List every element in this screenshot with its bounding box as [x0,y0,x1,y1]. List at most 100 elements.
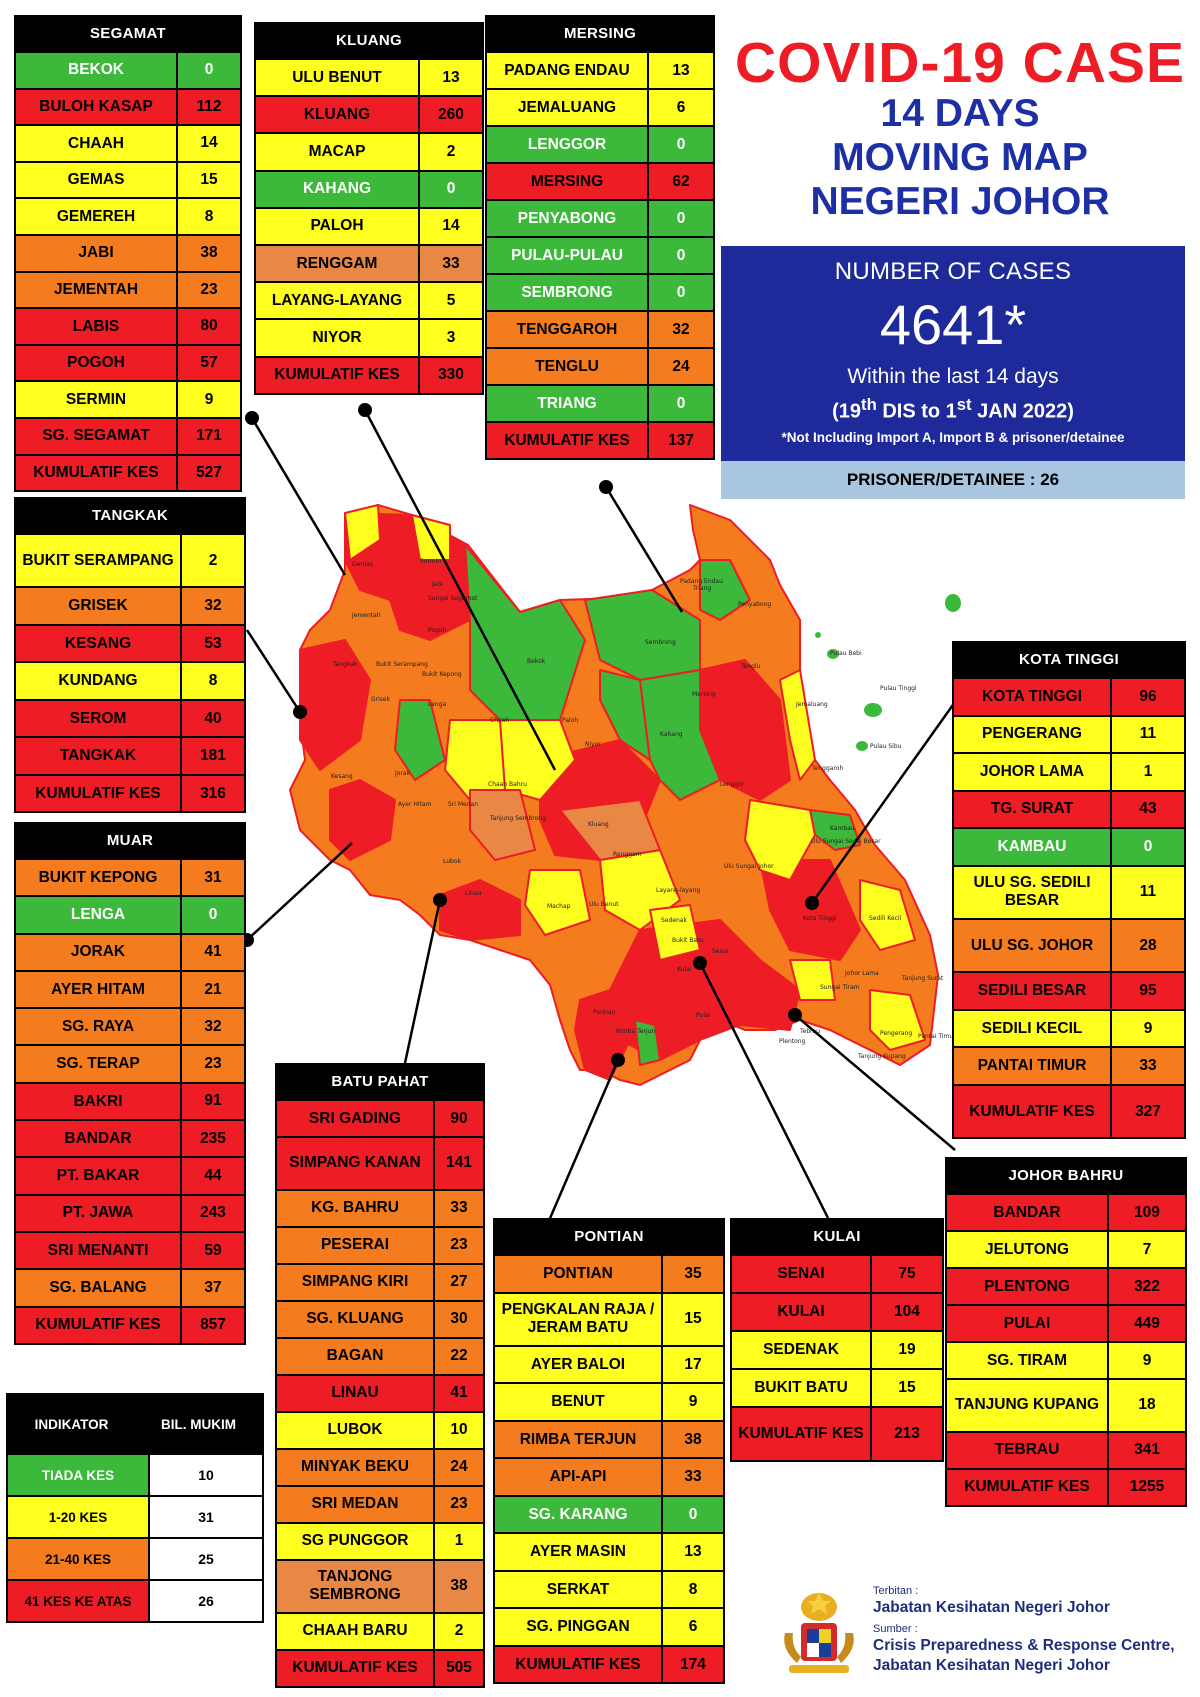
mukim-name: KESANG [16,625,182,662]
leader-kluang [363,409,557,771]
leader-mersing [604,486,684,613]
mukim-name: RENGGAM [256,245,420,282]
mukim-name: TEBRAU [947,1432,1109,1468]
mukim-row: SG. RAYA 32 [16,1007,244,1045]
leader-dot-tangkak [293,705,307,719]
map-region-jemaluang [779,669,816,781]
case-count: 80 [178,309,240,344]
mukim-row: SEROM 40 [16,698,244,737]
map-place-label: Penyabong [738,601,771,608]
sumber-label: Sumber : [873,1623,918,1635]
legend-header-indikator: INDIKATOR [34,1416,109,1432]
map-place-label: Bekok [527,658,546,665]
case-count: 3 [420,320,482,356]
mukim-row: PENGERANG 11 [954,714,1184,752]
leader-pontian [543,1059,620,1231]
mukim-name: GEMAS [16,162,178,198]
mukim-row: BUKIT SERAMPANG 2 [16,533,244,587]
mukim-name: SEROM [16,700,182,737]
case-count: 28 [1112,919,1184,972]
map-place-label: Pulai [696,1012,711,1019]
mukim-row: LABIS 80 [16,307,240,344]
map-place-label: Tenglu [740,663,761,670]
map-region-sedili-kecil [859,879,916,951]
case-count: 11 [1112,716,1184,752]
map-place-label: Jementah [351,612,381,619]
mukim-name: PLENTONG [947,1269,1109,1304]
mukim-row: ULU BENUT 13 [256,58,482,96]
mukim-name: SG. KLUANG [277,1301,435,1337]
mukim-name: KG. BAHRU [277,1190,435,1226]
mukim-row: TENGLU 24 [487,347,713,384]
exclusion-note: *Not Including Import A, Import B & pris… [781,429,1125,445]
map-region-batu-pahat [439,879,521,941]
subtitle-line-3: NEGERI JOHOR [810,180,1110,223]
mukim-name: KUMULATIF KES [16,455,178,491]
map-place-label: Grisek [371,696,391,703]
mukim-row: CHAAH BARU 2 [277,1611,483,1649]
mukim-row: SG. TIRAM 9 [947,1341,1185,1378]
legend-count: 25 [150,1539,262,1579]
case-count: 37 [182,1270,244,1306]
mukim-name: PT. BAKAR [16,1158,182,1194]
case-count: 505 [435,1650,483,1686]
mukim-row: JOHOR LAMA 1 [954,752,1184,790]
leader-segamat [250,417,347,576]
total-row: KUMULATIF KES 137 [487,421,713,458]
case-count: 13 [420,60,482,96]
case-count: 90 [435,1101,483,1136]
mukim-name: KAMBAU [954,829,1112,865]
case-count: 35 [663,1256,723,1292]
mukim-name: BANDAR [16,1121,182,1157]
mukim-row: BUKIT KEPONG 31 [16,858,244,896]
mukim-row: RENGGAM 33 [256,243,482,282]
map-region-lenggor [639,669,721,801]
case-count: 21 [182,971,244,1008]
case-count: 13 [663,1534,723,1570]
case-count: 330 [420,357,482,393]
table-batu-pahat: BATU PAHAT SRI GADING 90 SIMPANG KANAN 141 KG… [275,1063,485,1688]
mukim-name: ULU SG. JOHOR [954,919,1112,972]
mukim-name: BEKOK [16,53,178,88]
mukim-row: MINYAK BEKU 24 [277,1447,483,1485]
total-row: KUMULATIF KES 316 [16,773,244,812]
mukim-row: SG. PINGGAN 6 [495,1607,723,1645]
map-place-label: Jorak [394,770,411,777]
case-count: 5 [420,283,482,319]
mukim-name: LINAU [277,1375,435,1411]
mukim-row: API-API 33 [495,1457,723,1495]
mukim-name: SG. BALANG [16,1270,182,1306]
district-name: KOTA TINGGI [954,643,1184,677]
map-place-label: Tanjung Sembrong [489,815,546,822]
terbitan-label: Terbitan : [873,1585,919,1597]
case-count: 22 [435,1338,483,1374]
mukim-row: KG. BAHRU 33 [277,1188,483,1226]
leader-dot-mersing [599,480,613,494]
total-row: KUMULATIF KES 330 [256,355,482,393]
map-place-label: Jemaluang [795,701,828,708]
mukim-row: PULAI 449 [947,1304,1185,1341]
mukim-name: KUMULATIF KES [16,775,182,812]
map-place-label: Ayer Hitam [398,801,432,808]
mukim-name: GRISEK [16,588,182,624]
map-place-label: Pantai Timur [918,1033,956,1040]
map-place-label: Sedili Kecil [869,915,902,922]
mukim-row: LENGA 0 [16,895,244,933]
mukim-name: BAKRI [16,1083,182,1120]
map-place-label: Kahang [660,731,683,738]
legend-label: 41 KES KE ATAS [8,1581,150,1621]
mukim-name: BUKIT BATU [732,1370,872,1406]
mukim-name: SG. RAYA [16,1009,182,1045]
mukim-name: AYER HITAM [16,971,182,1008]
case-count: 18 [1109,1380,1185,1431]
prisoner-count: PRISONER/DETAINEE : 26 [721,461,1185,499]
cases-label: NUMBER OF CASES [834,258,1072,285]
summary-box: NUMBER OF CASES 4641* Within the last 14… [721,246,1185,466]
mukim-name: SG PUNGGOR [277,1523,435,1559]
mukim-row: POGOH 57 [16,343,240,381]
table-tangkak: TANGKAK BUKIT SERAMPANG 2 GRISEK 32 KESANG 53 K… [14,497,246,814]
mukim-row: KAMBAU 0 [954,827,1184,865]
mukim-name: TANGKAK [16,738,182,774]
case-count: 9 [178,382,240,417]
mukim-row: BUKIT BATU 15 [732,1368,942,1406]
